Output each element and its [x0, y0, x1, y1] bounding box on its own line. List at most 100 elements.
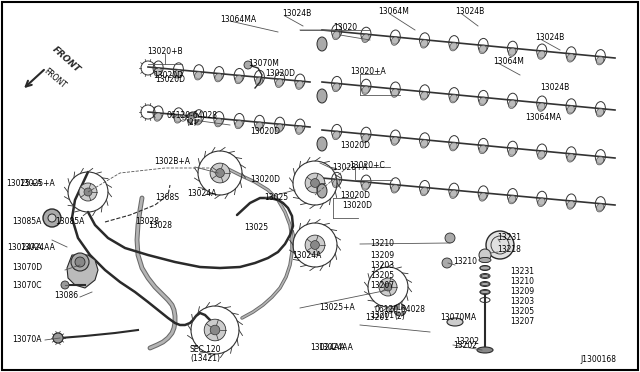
Text: 13205: 13205: [370, 270, 394, 279]
Ellipse shape: [508, 48, 516, 57]
Ellipse shape: [333, 179, 340, 187]
Circle shape: [384, 283, 392, 291]
Ellipse shape: [174, 70, 182, 78]
Circle shape: [442, 258, 452, 268]
Text: 13028: 13028: [135, 218, 159, 227]
Ellipse shape: [362, 134, 369, 142]
Circle shape: [394, 304, 406, 316]
Ellipse shape: [447, 318, 463, 326]
Ellipse shape: [276, 124, 283, 132]
Ellipse shape: [362, 86, 369, 94]
Ellipse shape: [420, 187, 428, 196]
Text: 13024AA: 13024AA: [20, 243, 55, 251]
Text: 13020D: 13020D: [342, 201, 372, 209]
Text: 13024A: 13024A: [292, 250, 321, 260]
Text: 13231: 13231: [497, 232, 521, 241]
Ellipse shape: [567, 54, 574, 62]
Ellipse shape: [596, 203, 604, 212]
Text: 1308S: 1308S: [155, 192, 179, 202]
Text: 13020D: 13020D: [340, 190, 370, 199]
Ellipse shape: [317, 137, 327, 151]
Circle shape: [310, 241, 319, 249]
Circle shape: [305, 173, 325, 193]
Ellipse shape: [333, 83, 340, 92]
Text: 13203: 13203: [510, 298, 534, 307]
Circle shape: [79, 183, 97, 201]
Text: 13205: 13205: [510, 308, 534, 317]
Text: 13064MA: 13064MA: [220, 16, 256, 25]
Ellipse shape: [596, 56, 604, 65]
Text: 13085A: 13085A: [55, 218, 84, 227]
Circle shape: [486, 231, 514, 259]
Ellipse shape: [538, 198, 545, 206]
Ellipse shape: [391, 89, 399, 97]
Ellipse shape: [481, 275, 489, 278]
Ellipse shape: [215, 118, 222, 127]
Ellipse shape: [508, 148, 516, 157]
Text: FRONT: FRONT: [42, 66, 68, 90]
Ellipse shape: [508, 100, 516, 109]
Ellipse shape: [276, 79, 283, 87]
Text: 13070M: 13070M: [248, 58, 279, 67]
Text: 13209: 13209: [510, 288, 534, 296]
Text: 13020+C: 13020+C: [349, 160, 385, 170]
Circle shape: [71, 253, 89, 271]
Circle shape: [43, 209, 61, 227]
Text: 06120-64028: 06120-64028: [374, 305, 426, 314]
Text: 13070D: 13070D: [12, 263, 42, 273]
Ellipse shape: [391, 185, 399, 193]
Text: 13064M: 13064M: [378, 7, 409, 16]
Text: J1300168: J1300168: [580, 356, 616, 365]
Text: 13025: 13025: [264, 192, 288, 202]
Text: 13020D: 13020D: [155, 76, 185, 84]
Ellipse shape: [508, 195, 516, 204]
Text: 13024AA: 13024AA: [318, 343, 353, 353]
Ellipse shape: [450, 190, 457, 199]
Text: 13064M: 13064M: [493, 58, 524, 67]
Text: 13024AA: 13024AA: [7, 243, 42, 251]
Ellipse shape: [480, 291, 490, 294]
Ellipse shape: [296, 81, 303, 89]
Ellipse shape: [477, 347, 493, 353]
Text: FRONT: FRONT: [50, 44, 81, 74]
Text: 13020D: 13020D: [250, 176, 280, 185]
Ellipse shape: [296, 126, 303, 134]
Ellipse shape: [567, 153, 574, 162]
Text: 13210: 13210: [453, 257, 477, 266]
Text: 13020D: 13020D: [265, 68, 295, 77]
Ellipse shape: [215, 73, 222, 82]
Circle shape: [479, 249, 491, 261]
Circle shape: [210, 325, 220, 335]
Text: B: B: [388, 308, 392, 312]
Text: 13025+A: 13025+A: [319, 302, 355, 311]
Text: 13231: 13231: [510, 267, 534, 276]
Text: SEC.120: SEC.120: [189, 346, 221, 355]
Ellipse shape: [567, 105, 574, 114]
Text: 13025: 13025: [244, 224, 268, 232]
Text: 13070MA: 13070MA: [440, 314, 476, 323]
Ellipse shape: [317, 184, 327, 198]
Ellipse shape: [333, 31, 340, 40]
Text: 13020+A: 13020+A: [350, 67, 386, 77]
Ellipse shape: [154, 113, 161, 121]
Ellipse shape: [333, 131, 340, 140]
Text: 1302B+A: 1302B+A: [154, 157, 190, 167]
Text: 13020: 13020: [333, 23, 357, 32]
Circle shape: [53, 333, 63, 343]
Ellipse shape: [450, 42, 457, 51]
Ellipse shape: [538, 51, 545, 59]
Ellipse shape: [420, 92, 428, 100]
Text: 13024B: 13024B: [535, 33, 564, 42]
Ellipse shape: [479, 192, 486, 201]
Text: 13085A: 13085A: [13, 218, 42, 227]
Text: (2): (2): [187, 118, 197, 126]
Ellipse shape: [538, 151, 545, 159]
Text: 13020D: 13020D: [153, 71, 183, 80]
Text: 13218: 13218: [497, 246, 521, 254]
Ellipse shape: [362, 34, 369, 42]
Ellipse shape: [174, 115, 182, 123]
Ellipse shape: [235, 120, 243, 129]
Ellipse shape: [420, 140, 428, 148]
Text: 13024B: 13024B: [455, 7, 484, 16]
Ellipse shape: [479, 145, 486, 154]
